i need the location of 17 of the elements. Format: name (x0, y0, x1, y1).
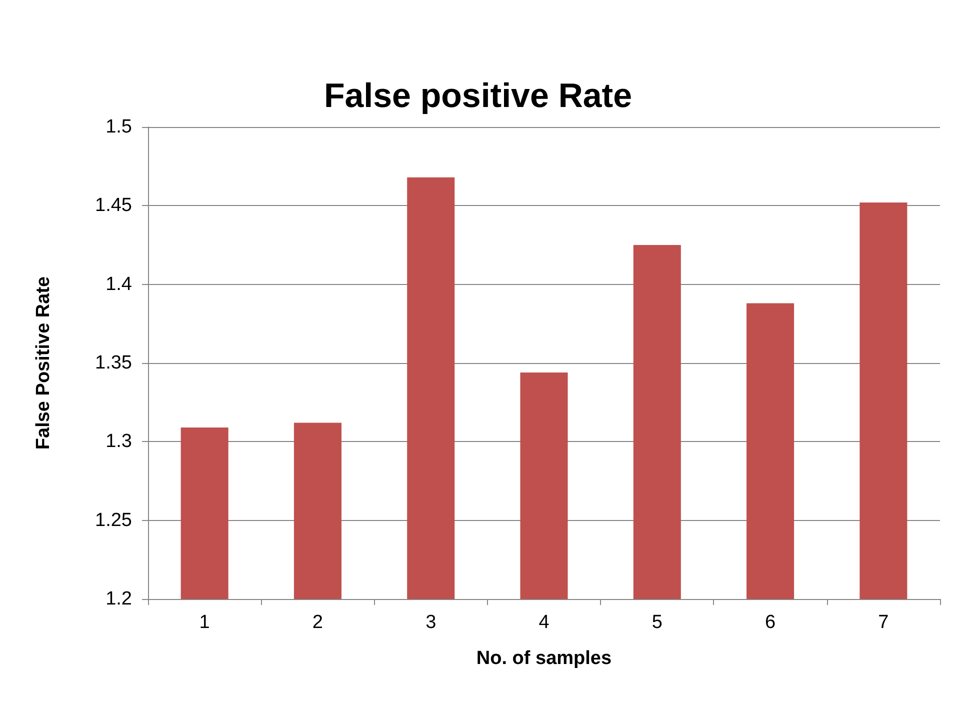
x-tick-label: 6 (764, 612, 776, 633)
x-tick-label: 2 (312, 612, 324, 633)
y-tick-label: 1.4 (106, 274, 132, 295)
x-tick-label: 4 (538, 612, 550, 633)
y-axis-title: False Positive Rate (33, 276, 54, 450)
y-tick-label: 1.45 (95, 195, 132, 216)
x-tick-label: 1 (199, 612, 210, 633)
chart-title: False positive Rate (324, 77, 632, 115)
y-tick-label: 1.3 (106, 431, 132, 452)
x-tick-label: 3 (426, 612, 436, 633)
x-axis-title: No. of samples (476, 648, 612, 669)
x-tick-label: 5 (652, 612, 662, 633)
y-tick-label: 1.2 (106, 588, 132, 610)
y-tick-label: 1.35 (95, 352, 132, 374)
y-tick-label: 1.25 (95, 510, 132, 531)
y-tick-label: 1.5 (106, 116, 132, 138)
x-tick-label: 7 (878, 612, 889, 633)
